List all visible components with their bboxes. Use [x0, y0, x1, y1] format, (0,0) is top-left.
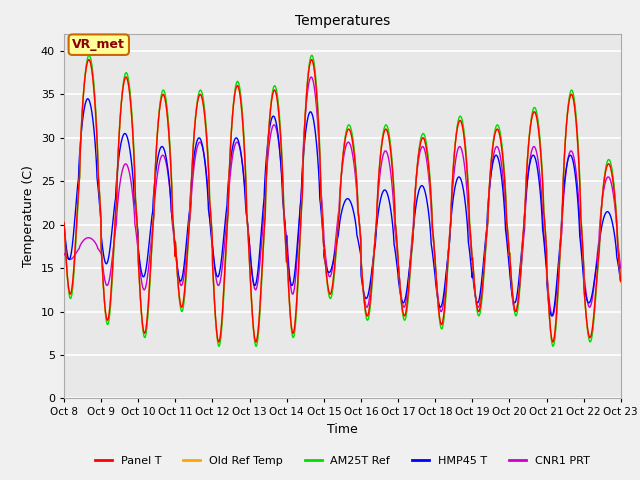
Panel T	[371, 236, 379, 241]
Text: VR_met: VR_met	[72, 38, 125, 51]
CNR1 PRT	[371, 238, 379, 244]
HMP45 T	[568, 155, 576, 160]
Panel T	[584, 325, 591, 331]
Panel T	[60, 219, 68, 225]
HMP45 T	[548, 313, 556, 319]
Panel T	[252, 339, 260, 345]
Old Ref Temp	[505, 242, 513, 248]
Line: Panel T: Panel T	[64, 60, 621, 342]
HMP45 T	[504, 255, 512, 261]
CNR1 PRT	[60, 251, 68, 256]
HMP45 T	[216, 270, 223, 276]
HMP45 T	[371, 244, 379, 250]
AM25T Ref	[568, 87, 576, 93]
Panel T	[308, 57, 316, 62]
Panel T	[617, 278, 625, 284]
Old Ref Temp	[617, 279, 625, 285]
CNR1 PRT	[584, 299, 591, 305]
HMP45 T	[359, 284, 367, 289]
AM25T Ref	[216, 342, 223, 348]
AM25T Ref	[584, 327, 591, 333]
Old Ref Temp	[215, 339, 223, 345]
Legend: Panel T, Old Ref Temp, AM25T Ref, HMP45 T, CNR1 PRT: Panel T, Old Ref Temp, AM25T Ref, HMP45 …	[91, 451, 594, 470]
AM25T Ref	[60, 217, 68, 223]
CNR1 PRT	[359, 280, 367, 286]
Line: CNR1 PRT: CNR1 PRT	[64, 77, 621, 316]
AM25T Ref	[371, 239, 379, 245]
Old Ref Temp	[568, 92, 576, 98]
Old Ref Temp	[371, 235, 379, 240]
Line: HMP45 T: HMP45 T	[64, 99, 621, 316]
X-axis label: Time: Time	[327, 423, 358, 436]
Line: AM25T Ref: AM25T Ref	[64, 55, 621, 346]
Old Ref Temp	[359, 284, 367, 289]
Old Ref Temp	[85, 57, 93, 62]
CNR1 PRT	[307, 74, 315, 80]
CNR1 PRT	[504, 246, 512, 252]
Old Ref Temp	[584, 326, 591, 332]
AM25T Ref	[617, 277, 625, 283]
HMP45 T	[584, 299, 591, 304]
HMP45 T	[60, 221, 68, 227]
CNR1 PRT	[568, 149, 576, 155]
Old Ref Temp	[60, 221, 68, 227]
AM25T Ref	[215, 343, 223, 349]
Panel T	[505, 241, 513, 247]
Old Ref Temp	[216, 336, 223, 342]
Panel T	[216, 338, 223, 344]
CNR1 PRT	[548, 313, 556, 319]
Line: Old Ref Temp: Old Ref Temp	[64, 60, 621, 342]
Title: Temperatures: Temperatures	[295, 14, 390, 28]
Panel T	[568, 92, 576, 98]
HMP45 T	[84, 96, 92, 102]
CNR1 PRT	[617, 265, 625, 271]
HMP45 T	[617, 276, 625, 282]
AM25T Ref	[359, 283, 367, 289]
AM25T Ref	[505, 240, 513, 245]
Y-axis label: Temperature (C): Temperature (C)	[22, 165, 35, 267]
AM25T Ref	[85, 52, 93, 58]
CNR1 PRT	[216, 282, 223, 288]
Panel T	[359, 283, 367, 288]
